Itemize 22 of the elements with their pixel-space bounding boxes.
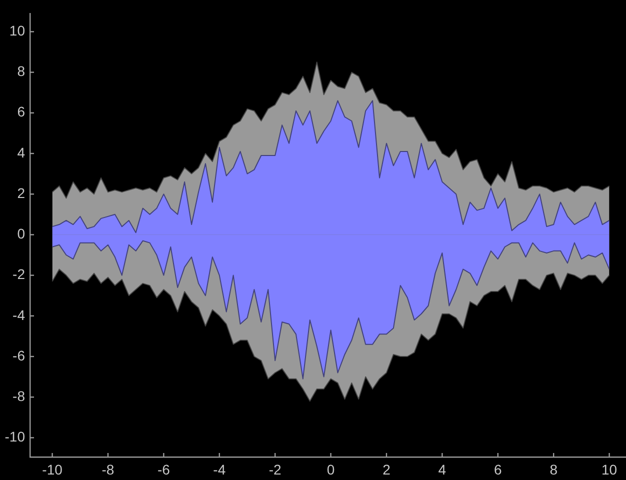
y-tick-label: -6: [12, 347, 26, 364]
y-tick-label: -2: [12, 266, 26, 282]
y-tick-label: -4: [12, 306, 26, 323]
x-tick-label: 0: [326, 461, 335, 478]
y-tick-label: 0: [17, 226, 26, 242]
y-tick-label: 6: [17, 104, 26, 120]
x-tick-label: 4: [438, 461, 446, 478]
x-tick-label: 6: [494, 461, 502, 478]
x-tick-label: -2: [268, 461, 282, 478]
y-tick-label: -10: [4, 428, 26, 445]
x-tick-label: 10: [602, 461, 618, 478]
x-tick-label: -8: [102, 461, 114, 478]
x-tick-label: 2: [382, 461, 391, 478]
x-tick-label: -10: [42, 461, 63, 478]
y-tick-label: 4: [17, 144, 26, 160]
x-tick-label: 8: [550, 461, 558, 478]
x-tick-label: -6: [157, 461, 170, 478]
x-tick-label: -4: [213, 461, 226, 478]
y-tick-label: 2: [17, 184, 26, 201]
y-tick-label: 8: [17, 63, 26, 80]
y-tick-label: 10: [9, 22, 26, 39]
y-tick-label: -8: [12, 388, 26, 404]
